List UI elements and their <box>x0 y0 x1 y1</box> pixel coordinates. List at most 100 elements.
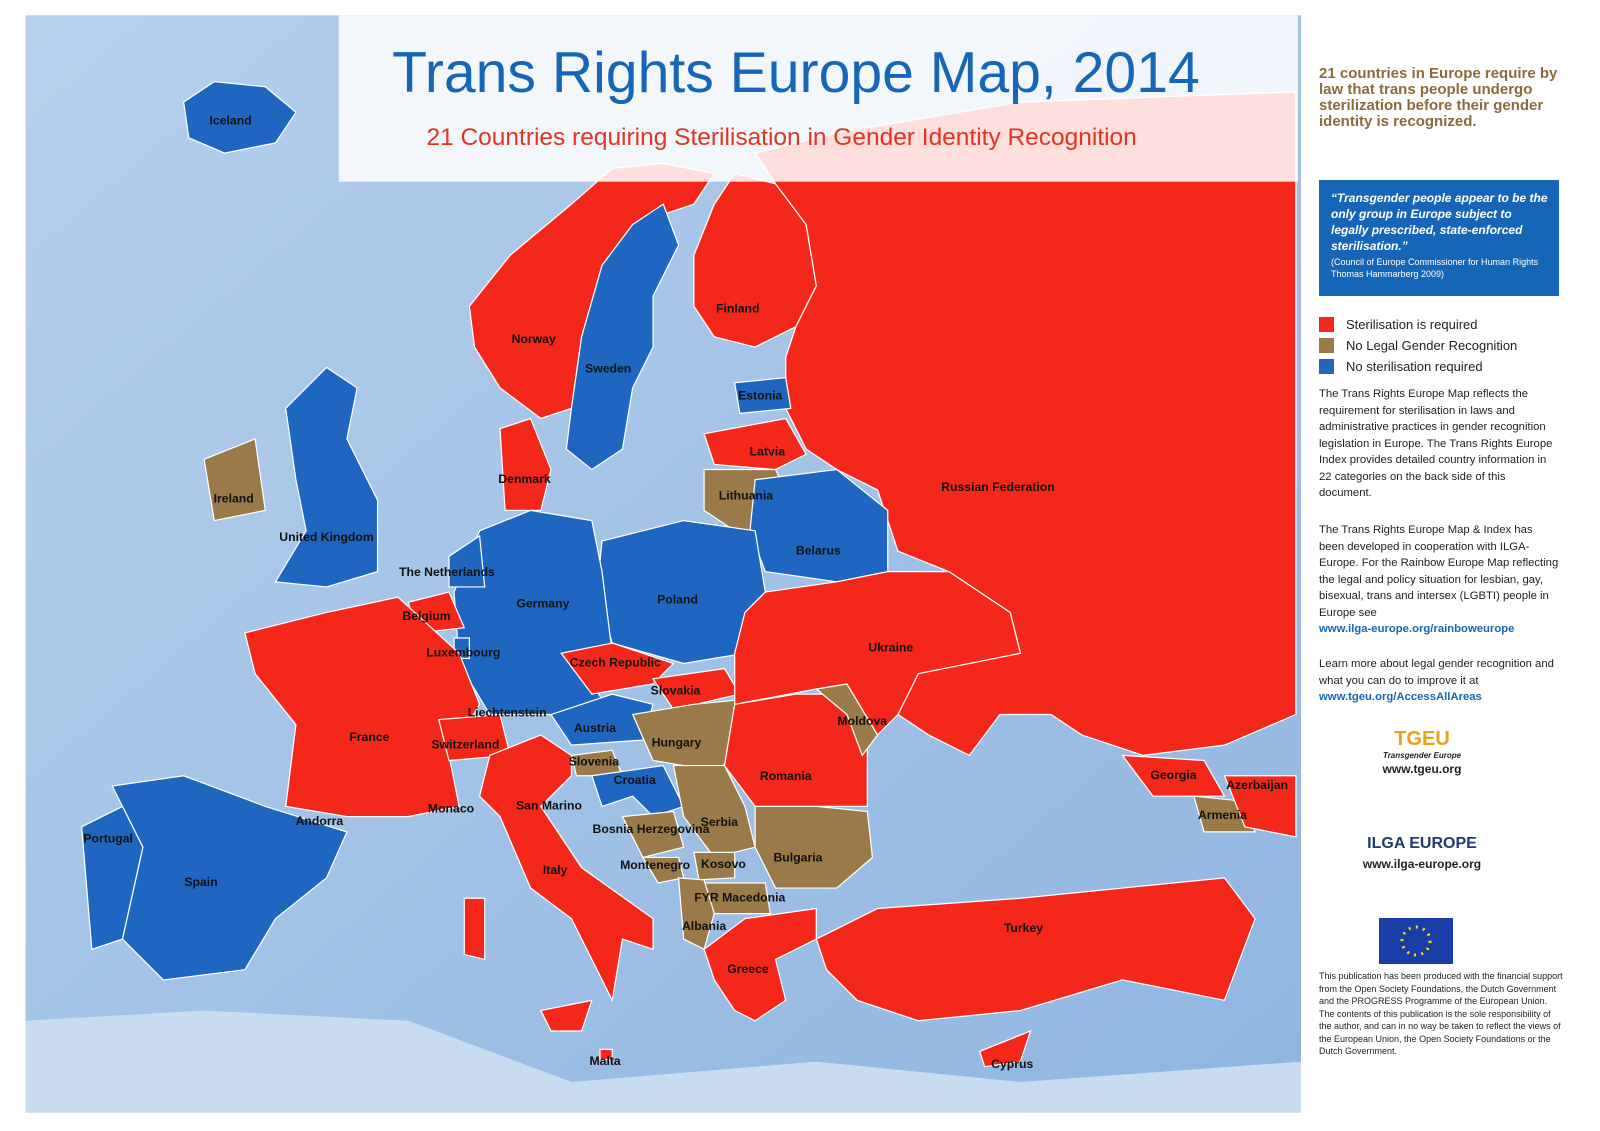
country-label: The Netherlands <box>399 565 495 579</box>
country-label: Poland <box>657 592 698 606</box>
logo-url: www.ilga-europe.org <box>1362 857 1482 871</box>
country-label: Germany <box>516 597 569 611</box>
country <box>693 851 736 881</box>
country <box>815 877 1256 1022</box>
country <box>244 596 481 818</box>
legend-item: No sterilisation required <box>1319 356 1517 377</box>
paragraph-text: Learn more about legal gender recognitio… <box>1319 658 1554 687</box>
country <box>733 377 792 415</box>
country-label: FYR Macedonia <box>694 891 785 905</box>
country <box>599 1048 613 1061</box>
logo-url: www.tgeu.org <box>1382 762 1462 776</box>
link[interactable]: www.tgeu.org/AccessAllAreas <box>1319 691 1482 703</box>
country <box>703 417 807 471</box>
country-label: Moldova <box>837 714 887 728</box>
country-label: Switzerland <box>431 737 499 751</box>
country-label: Liechtenstein <box>468 706 547 720</box>
sidebar: 21 countries in Europe require by law th… <box>1302 0 1600 1131</box>
country-label: Estonia <box>738 388 782 402</box>
country <box>499 417 552 511</box>
country <box>978 1029 1032 1068</box>
paragraph: The Trans Rights Europe Map reflects the… <box>1319 388 1553 499</box>
eu-flag <box>1379 918 1453 964</box>
quote-box: “Transgender people appear to be the onl… <box>1319 180 1559 296</box>
country-label: Georgia <box>1150 768 1196 782</box>
country <box>723 693 868 808</box>
quote: “Transgender people appear to be the onl… <box>1331 191 1548 253</box>
title: Trans Rights Europe Map, 2014 <box>392 41 1200 105</box>
country-label: Russian Federation <box>941 480 1055 494</box>
country <box>677 877 715 951</box>
legend-item: No Legal Gender Recognition <box>1319 335 1517 356</box>
legend: Sterilisation is required No Legal Gende… <box>1319 314 1517 377</box>
logo-subtext: Transgender Europe <box>1382 751 1462 760</box>
country-label: Norway <box>512 332 556 346</box>
legend-label: No sterilisation required <box>1346 359 1483 374</box>
country-label: Croatia <box>614 773 656 787</box>
country-label: France <box>349 730 389 744</box>
tgeu-logo: TGEU Transgender Europe www.tgeu.org <box>1347 728 1497 776</box>
ilga-logo: ILGA EUROPE www.ilga-europe.org <box>1347 835 1497 871</box>
country-label: Cyprus <box>991 1057 1033 1071</box>
country <box>754 805 874 889</box>
country-label: Sweden <box>585 362 631 376</box>
country <box>183 81 297 154</box>
link[interactable]: www.ilga-europe.org/rainboweurope <box>1319 623 1515 635</box>
country-label: Belarus <box>796 543 841 557</box>
country-label: Czech Republic <box>570 656 661 670</box>
country-label: Belgium <box>402 609 450 623</box>
country-label: Monaco <box>428 802 474 816</box>
legend-label: No Legal Gender Recognition <box>1346 338 1518 353</box>
country-label: Luxembourg <box>426 646 500 660</box>
country <box>560 642 675 695</box>
subtitle: 21 Countries requiring Sterilisation in … <box>426 124 1136 151</box>
country-label: Armenia <box>1198 808 1247 822</box>
logo-text: ILGA EUROPE <box>1367 835 1477 852</box>
country <box>539 999 593 1032</box>
country-label: Slovenia <box>569 755 620 769</box>
country <box>274 366 379 588</box>
country-label: Bosnia Herzegovina <box>593 822 710 836</box>
country-label: Italy <box>543 863 568 877</box>
country <box>621 810 685 859</box>
country-label: Ireland <box>214 491 254 505</box>
country-label: Serbia <box>701 815 739 829</box>
country <box>463 897 486 961</box>
country-labels: Iceland Norway Sweden Finland Estonia Latvia D… <box>83 114 1288 1071</box>
country-label: Denmark <box>498 472 551 486</box>
country-label: Hungary <box>652 735 702 749</box>
country-label: Malta <box>589 1054 620 1068</box>
country-label: Montenegro <box>620 858 690 872</box>
country <box>203 438 266 522</box>
intro: 21 countries in Europe require by law th… <box>1319 65 1558 130</box>
country-label: Latvia <box>750 444 786 458</box>
country <box>80 805 144 951</box>
country-label: Romania <box>760 769 812 783</box>
country-label: Bulgaria <box>773 851 822 865</box>
funding-note: This publication has been produced with … <box>1319 971 1563 1056</box>
country-label: Slovakia <box>651 683 701 697</box>
country-label: Azerbaijan <box>1226 778 1288 792</box>
country <box>1223 775 1297 838</box>
country-label: Spain <box>184 875 217 889</box>
country <box>478 734 654 1003</box>
country <box>703 907 817 1022</box>
paragraph-text: The Trans Rights Europe Map & Index has … <box>1319 524 1559 619</box>
country-label: Kosovo <box>701 857 746 871</box>
country <box>448 534 486 588</box>
legend-item: Sterilisation is required <box>1319 314 1517 335</box>
country-label: Greece <box>727 962 769 976</box>
legend-label: Sterilisation is required <box>1346 317 1478 332</box>
country <box>565 203 680 471</box>
country-label: Andorra <box>296 814 344 828</box>
country-label: United Kingdom <box>279 530 374 544</box>
country-label: Iceland <box>210 114 252 128</box>
africa <box>25 1010 1302 1113</box>
paragraph: Learn more about legal gender recognitio… <box>1319 656 1559 706</box>
countries <box>80 81 1297 1068</box>
country-label: Portugal <box>83 831 133 845</box>
country-label: Ukraine <box>868 640 913 654</box>
country-label: Finland <box>716 302 759 316</box>
country-label: Austria <box>574 721 616 735</box>
